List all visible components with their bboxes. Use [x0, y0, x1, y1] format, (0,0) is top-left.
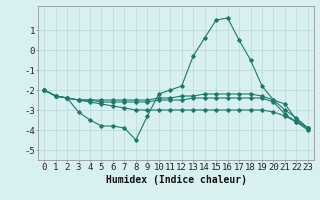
X-axis label: Humidex (Indice chaleur): Humidex (Indice chaleur) [106, 175, 246, 185]
